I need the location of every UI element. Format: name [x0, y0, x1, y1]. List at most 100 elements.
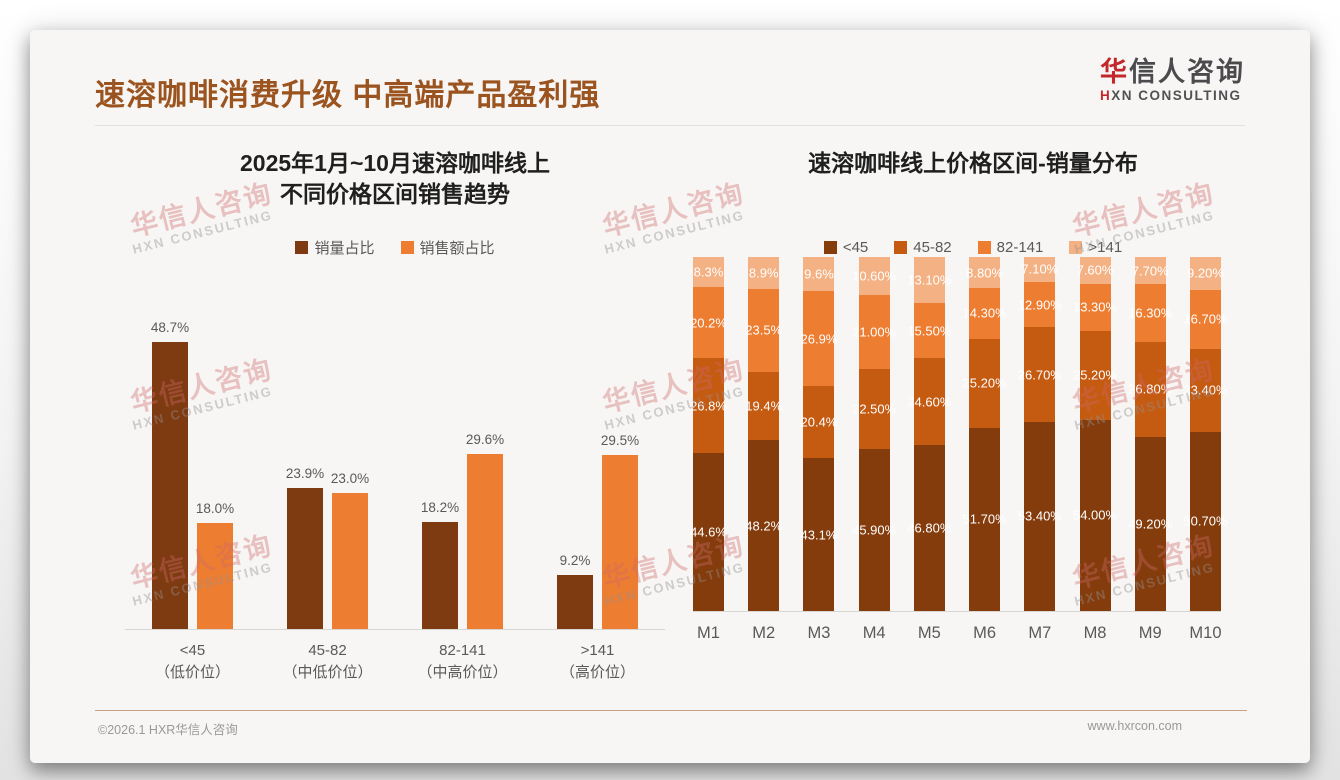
legend-swatch-icon	[823, 240, 837, 254]
stacked-bar-segment: 23.5%	[745, 288, 782, 372]
stacked-bar-segment: 7.60%	[1076, 256, 1114, 284]
chart-left-plot-area: 48.7% 18.0% 23.9% 23.0% 18.2% 29.6% 9.2% 29.5%	[125, 289, 665, 630]
segment-value-label: 49.20%	[1128, 516, 1173, 532]
stacked-bar-segment: 8.9%	[748, 257, 780, 289]
segment-value-label: 23.40%	[1183, 382, 1228, 398]
segment-value-label: 46.80%	[907, 520, 952, 536]
x-axis-label: M4	[859, 624, 890, 643]
logo-cn-rest: 信人咨询	[1129, 57, 1245, 87]
bar-value-label: 23.0%	[330, 471, 370, 487]
segment-value-label: 24.60%	[907, 394, 952, 410]
bar: 18.0%	[196, 501, 234, 629]
bar: 23.0%	[331, 471, 369, 629]
segment-value-label: 21.00%	[852, 324, 897, 340]
legend-item: 销售额占比	[400, 237, 495, 258]
bar-value-label: 9.2%	[559, 552, 591, 568]
x-axis-label-range: 45-82	[308, 642, 347, 659]
stacked-bar-segment: 10.60%	[852, 257, 896, 295]
stacked-bar-segment: 13.10%	[907, 257, 951, 304]
x-axis-label: M6	[969, 624, 1000, 643]
segment-value-label: 7.10%	[1021, 261, 1059, 277]
x-axis-label: M8	[1080, 624, 1111, 643]
legend-item: >141	[1069, 239, 1122, 256]
segment-value-label: 7.60%	[1076, 262, 1114, 278]
segment-value-label: 19.4%	[745, 398, 783, 414]
x-axis-label-range: >141	[580, 642, 615, 659]
x-axis-label-tier: （中低价位）	[282, 664, 373, 681]
chart-right-plot-area: 44.6% 26.8% 20.2% 8.3% 48.2% 19.4% 23.5% 8.9% 43…	[690, 256, 1228, 612]
x-axis-label-tier: （低价位）	[154, 664, 230, 681]
bar-value-label: 48.7%	[150, 319, 190, 335]
company-logo: 华信人咨询 HXN CONSULTING	[1100, 57, 1245, 104]
stacked-bar-segment: 49.20%	[1128, 436, 1172, 611]
segment-value-label: 10.60%	[852, 268, 897, 284]
segment-value-label: 20.2%	[690, 315, 727, 331]
legend-label: 45-82	[913, 238, 952, 256]
segment-value-label: 16.70%	[1183, 311, 1228, 327]
stacked-bar-segment: 8.3%	[693, 257, 724, 287]
bar-group: 23.9% 23.0%	[260, 289, 395, 629]
stacked-bar-segment: 22.50%	[852, 368, 896, 449]
bar: 29.6%	[466, 432, 504, 629]
logo-cn-text: 华信人咨询	[1100, 57, 1245, 88]
copyright-text: ©2026.1 HXR华信人咨询	[98, 723, 238, 737]
stacked-bar: 53.40% 26.70% 12.90% 7.10%	[1018, 256, 1062, 611]
bar-group: 18.2% 29.6%	[395, 289, 530, 629]
stacked-bar-segment: 25.20%	[1073, 330, 1117, 420]
segment-value-label: 16.30%	[1128, 305, 1173, 321]
bar: 23.9%	[286, 466, 324, 629]
stacked-bar: 44.6% 26.8% 20.2% 8.3%	[690, 257, 727, 611]
segment-value-label: 8.3%	[693, 264, 724, 280]
bar: 29.5%	[601, 433, 639, 629]
chart-left-x-axis: <45 （低价位） 45-82 （中低价位） 82-141 （中高价位） >141 （高价位）	[125, 640, 665, 684]
segment-value-label: 43.1%	[800, 527, 838, 543]
bar-group: 9.2% 29.5%	[530, 289, 665, 629]
legend-item: 82-141	[977, 239, 1043, 256]
legend-swatch-icon	[400, 240, 414, 254]
x-axis-label-range: <45	[179, 642, 206, 659]
segment-value-label: 26.70%	[1017, 367, 1062, 383]
stacked-bar-segment: 26.80%	[1128, 341, 1172, 437]
x-axis-label-tier: （中高价位）	[417, 664, 508, 681]
chart-left-title: 2025年1月~10月速溶咖啡线上 不同价格区间销售趋势	[125, 148, 665, 210]
chart-left-title-line2: 不同价格区间销售趋势	[280, 181, 510, 207]
stacked-bar: 45.90% 22.50% 21.00% 10.60%	[852, 257, 896, 611]
x-axis-label: 82-141 （中高价位）	[395, 640, 530, 684]
x-axis-label-text: M9	[1138, 624, 1162, 642]
x-axis-label: M5	[914, 624, 945, 643]
x-axis-label: M10	[1189, 624, 1221, 643]
stacked-bar-segment: 46.80%	[907, 445, 951, 611]
stacked-bar: 49.20% 26.80% 16.30% 7.70%	[1128, 257, 1172, 611]
stacked-bar-segment: 15.50%	[907, 303, 951, 359]
x-axis-label-text: M5	[917, 624, 941, 642]
stacked-bar-segment: 13.30%	[1073, 283, 1117, 331]
logo-cn-red: 华	[1100, 57, 1129, 87]
segment-value-label: 9.6%	[804, 266, 834, 282]
stacked-bar-segment: 50.70%	[1183, 431, 1228, 611]
x-axis-label: M2	[748, 624, 779, 643]
stacked-bar-segment: 45.90%	[852, 448, 896, 611]
stacked-bar-segment: 26.9%	[801, 291, 837, 387]
bar-value-label: 23.9%	[285, 466, 325, 481]
segment-value-label: 54.00%	[1072, 507, 1118, 523]
x-axis-label-text: M2	[752, 624, 776, 642]
segment-value-label: 20.4%	[800, 414, 838, 430]
segment-value-label: 51.70%	[962, 511, 1007, 527]
stacked-bar: 51.70% 25.20% 14.30% 8.80%	[963, 257, 1007, 611]
legend-item: <45	[823, 239, 868, 256]
x-axis-label-tier: （高价位）	[559, 664, 635, 681]
x-axis-label-text: M3	[807, 624, 831, 642]
legend-swatch-icon	[894, 240, 908, 254]
segment-value-label: 13.10%	[907, 272, 952, 288]
chart-sales-trend: 2025年1月~10月速溶咖啡线上 不同价格区间销售趋势 销量占比 销售额占比 4…	[125, 148, 665, 684]
legend-label: 销售额占比	[419, 239, 495, 257]
x-axis-label-text: M1	[697, 624, 720, 642]
chart-right-x-axis: M1 M2 M3 M4 M5 M6 M7 M8 M9 M10	[693, 624, 1222, 643]
logo-en-text: HXN CONSULTING	[1100, 88, 1245, 104]
legend-item: 45-82	[894, 238, 952, 256]
stacked-bar-segment: 16.70%	[1183, 289, 1228, 349]
x-axis-label-text: M8	[1083, 624, 1107, 642]
stacked-bar-segment: 53.40%	[1018, 421, 1062, 611]
chart-left-title-line1: 2025年1月~10月速溶咖啡线上	[240, 150, 550, 176]
stacked-bar: 54.00% 25.20% 13.30% 7.60%	[1073, 256, 1117, 611]
